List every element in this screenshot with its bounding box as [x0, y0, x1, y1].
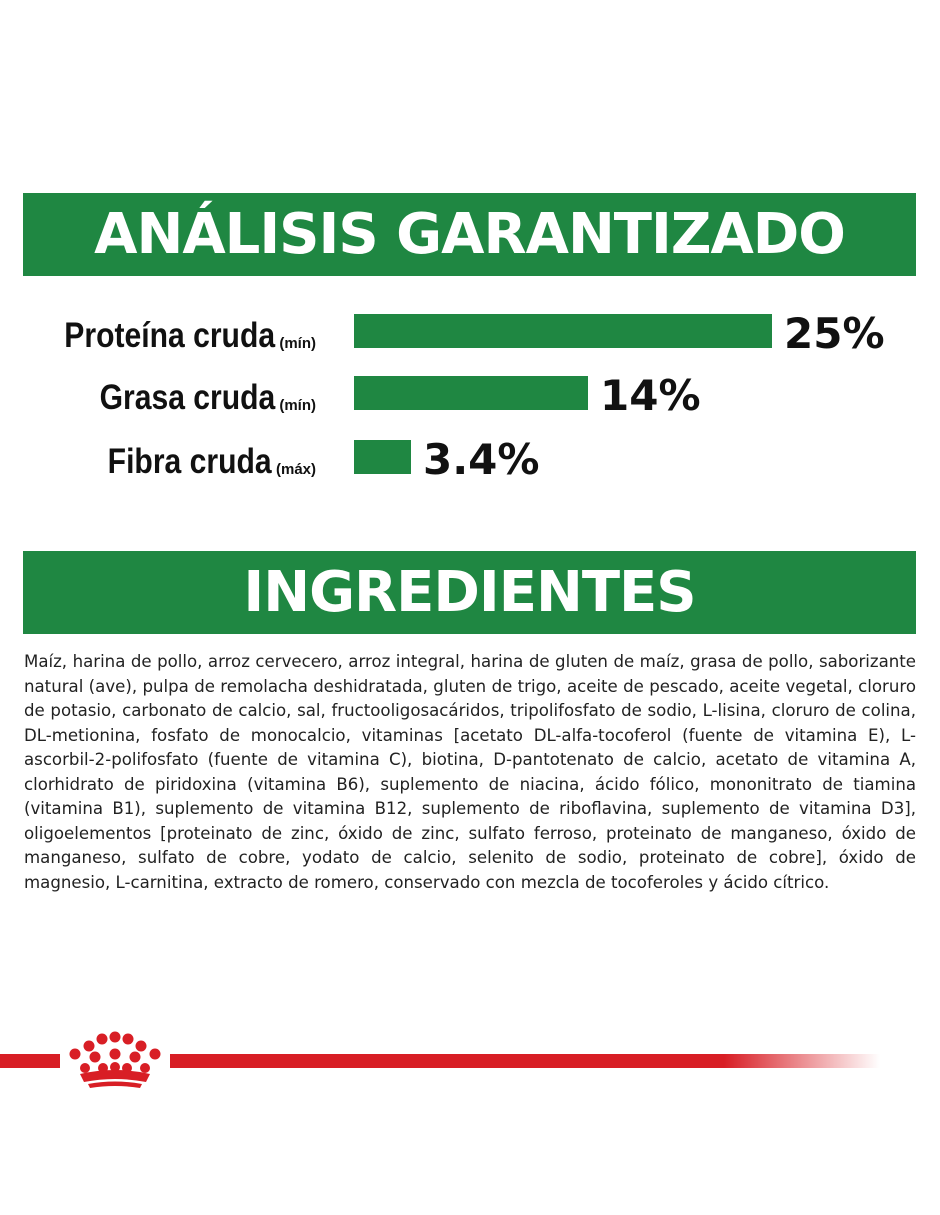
- brand-line-left: [0, 1054, 60, 1068]
- analysis-row-protein: Proteína cruda (mín) 25%: [0, 309, 940, 358]
- nutrient-value: 14%: [600, 371, 701, 420]
- nutrient-qualifier: (máx): [275, 461, 316, 478]
- nutrient-bar: [354, 314, 772, 348]
- nutrient-name: Fibra cruda: [108, 442, 272, 481]
- row-label: Grasa cruda (mín): [71, 376, 316, 416]
- nutrient-value: 25%: [784, 309, 885, 358]
- nutrient-bar: [354, 376, 588, 410]
- analysis-title: ANÁLISIS GARANTIZADO: [94, 202, 846, 267]
- ingredients-title: INGREDIENTES: [243, 560, 696, 625]
- nutrient-qualifier: (mín): [279, 397, 316, 414]
- nutrient-value: 3.4%: [423, 435, 540, 484]
- nutrient-name: Proteína cruda: [64, 316, 276, 355]
- brand-line-right: [170, 1054, 880, 1068]
- nutrient-bar: [354, 440, 411, 474]
- ingredients-list: Maíz, harina de pollo, arroz cervecero, …: [24, 652, 916, 892]
- analysis-row-fat: Grasa cruda (mín) 14%: [0, 371, 940, 420]
- row-label: Fibra cruda (máx): [81, 440, 316, 480]
- crown-icon: [69, 1031, 161, 1088]
- analysis-row-fiber: Fibra cruda (máx) 3.4%: [0, 435, 940, 484]
- row-label: Proteína cruda (mín): [30, 314, 316, 354]
- ingredients-banner: INGREDIENTES: [23, 551, 916, 634]
- nutrient-name: Grasa cruda: [99, 378, 276, 417]
- nutrient-qualifier: (mín): [279, 335, 316, 352]
- analysis-banner: ANÁLISIS GARANTIZADO: [23, 193, 916, 276]
